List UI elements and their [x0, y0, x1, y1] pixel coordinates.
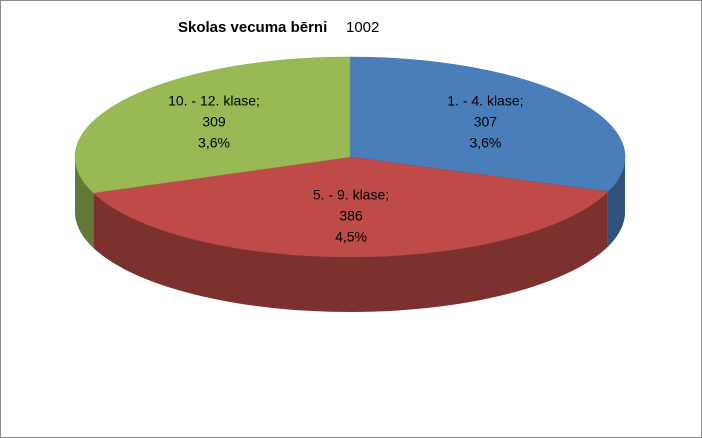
chart-title: Skolas vecuma bērni	[178, 19, 327, 36]
slice-label-category: 1. - 4. klase;	[447, 92, 523, 108]
slice-label-percent: 4,5%	[335, 229, 367, 245]
slice	[92, 156, 609, 258]
slice-label-percent: 3,6%	[198, 135, 230, 151]
slice-label-value: 386	[339, 208, 363, 224]
slice-label-value: 307	[474, 113, 498, 129]
slice-label-percent: 3,6%	[469, 134, 501, 150]
slice-side	[75, 157, 94, 248]
slice-side	[607, 157, 625, 247]
slice-label-value: 309	[202, 114, 226, 130]
slice-label-category: 5. - 9. klase;	[313, 187, 389, 203]
slice	[74, 56, 351, 194]
slice-side	[93, 191, 608, 312]
chart-subtitle: 1002	[346, 19, 379, 36]
slice-label-category: 10. - 12. klase;	[168, 93, 260, 109]
slice	[349, 56, 626, 192]
